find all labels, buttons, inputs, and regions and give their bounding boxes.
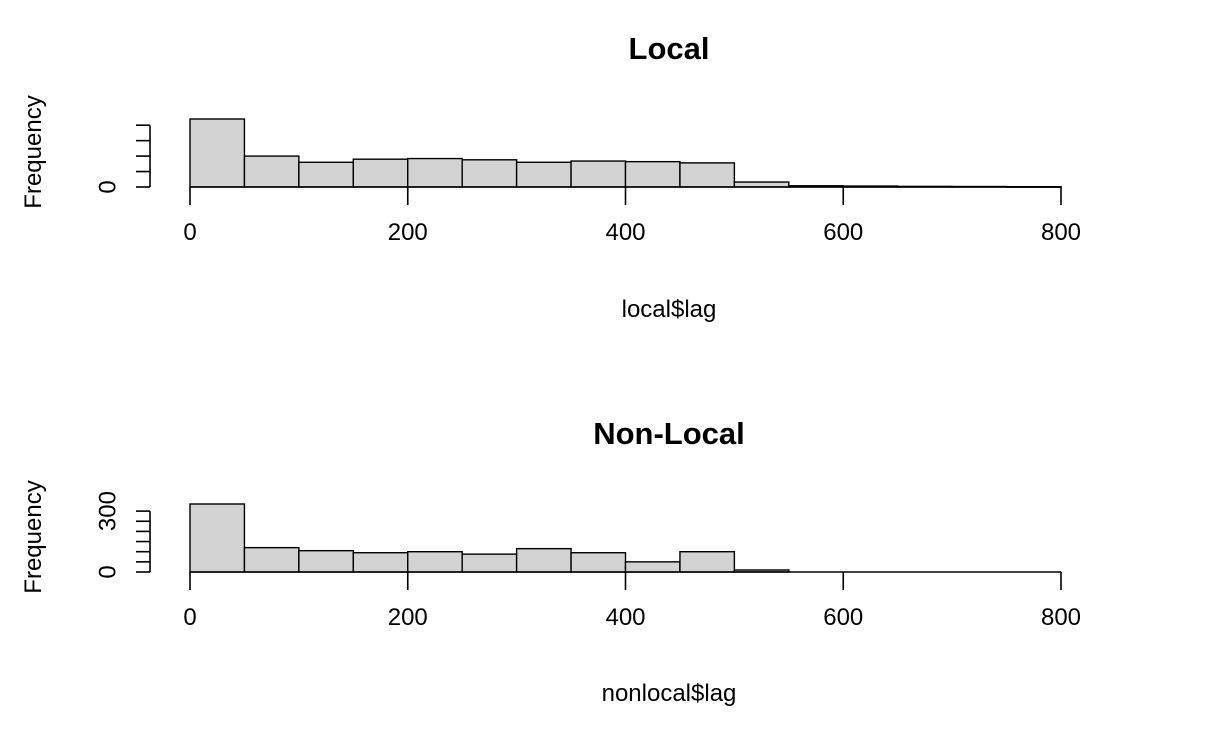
x-tick-label: 0 <box>183 219 196 246</box>
x-tick-label: 800 <box>1041 604 1081 631</box>
x-tick-label: 400 <box>605 604 645 631</box>
chart-title: Non-Local <box>593 416 745 451</box>
histogram-bar <box>189 503 246 573</box>
histogram-bar <box>461 553 518 573</box>
histogram-bar <box>624 160 681 188</box>
x-tick-label: 400 <box>605 219 645 246</box>
y-axis-label: Frequency <box>20 480 47 593</box>
x-axis: 0 200 400 600 800 <box>183 186 1081 246</box>
x-tick-label: 600 <box>823 604 863 631</box>
y-tick-label: 0 <box>95 180 122 193</box>
histogram-bar <box>298 549 355 573</box>
histogram-bar <box>515 547 572 573</box>
y-tick-label: 300 <box>95 491 122 531</box>
y-axis: 0 <box>95 124 151 194</box>
histogram-bar <box>407 157 463 188</box>
histogram-bar <box>570 552 627 573</box>
histogram-bar <box>407 551 463 573</box>
histogram-bar <box>679 162 736 188</box>
histogram-bar <box>352 552 409 573</box>
histogram-bar <box>352 158 409 188</box>
histogram-bar <box>189 118 246 188</box>
histogram-bar <box>515 161 572 188</box>
x-tick-label: 0 <box>183 604 196 631</box>
histogram-nonlocal: Non-Local Frequency nonlocal$lag 0 200 400… <box>20 416 1081 707</box>
histogram-bar <box>243 546 300 573</box>
bars <box>189 118 1062 188</box>
histogram-bar <box>624 561 681 573</box>
x-tick-label: 200 <box>388 604 428 631</box>
x-tick-label: 800 <box>1041 219 1081 246</box>
histogram-bar <box>243 155 300 188</box>
y-axis-label: Frequency <box>20 95 47 208</box>
x-axis: 0 200 400 600 800 <box>183 571 1081 631</box>
histogram-bar <box>679 551 736 573</box>
histogram-local: Local Frequency local$lag 0 200 400 600 800 … <box>20 31 1081 323</box>
y-tick-label: 0 <box>95 565 122 578</box>
histogram-bar <box>570 160 627 188</box>
x-tick-label: 200 <box>388 219 428 246</box>
histogram-bar <box>298 161 355 188</box>
y-axis: 0 300 <box>95 491 151 579</box>
bars <box>189 503 790 573</box>
x-axis-label: local$lag <box>622 296 717 323</box>
histogram-bar <box>461 159 518 188</box>
x-tick-label: 600 <box>823 219 863 246</box>
x-axis-label: nonlocal$lag <box>602 680 737 707</box>
chart-title: Local <box>629 31 710 66</box>
